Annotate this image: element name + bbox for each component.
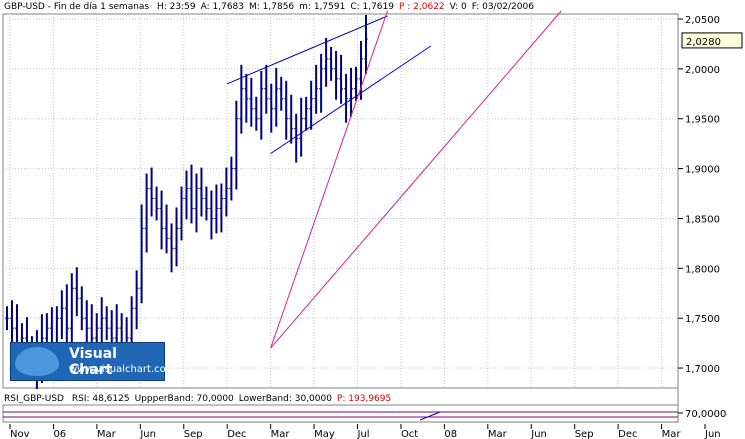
header-field: F: 03/02/2006: [471, 2, 534, 12]
x-tick-label: May: [314, 429, 335, 439]
header-fields: H: 23:59 A: 1,7683 M: 1,7856 m: 1,7591 C: 1,…: [152, 2, 534, 12]
x-tick-label: Mar: [488, 429, 508, 439]
rsi-header: RSI_GBP-USD RSI: 48,6125 UppperBand: 70,0…: [4, 394, 391, 405]
rsi-field: RSI: 48,6125: [71, 394, 130, 404]
x-tick-label: Jun: [704, 429, 721, 439]
x-tick-label: Dec: [618, 429, 637, 439]
y-tick-label: 1,9000: [685, 165, 720, 176]
header-field: H: 23:59: [157, 2, 196, 12]
current-price-box: [681, 32, 743, 49]
x-tick-label: Jun: [139, 429, 156, 439]
rsi-fields: RSI: 48,6125 UppperBand: 70,0000 LowerBand…: [67, 394, 391, 404]
trendline: [270, 10, 388, 349]
y-tick-label: 1,9500: [685, 115, 720, 126]
trendline: [226, 15, 388, 85]
y-tick-label: 2,0500: [685, 15, 720, 26]
trendline: [270, 45, 432, 155]
current-price-label: 2,0280: [686, 37, 721, 48]
rsi-field: P: 193,9695: [336, 394, 392, 404]
logo-url: www.visualchart.com: [69, 364, 176, 375]
header-field: V: 0: [449, 2, 467, 12]
header-field: m: 1,7591: [299, 2, 346, 12]
header-field: P : 2,0622: [398, 2, 445, 12]
x-tick-label: 06: [53, 429, 66, 439]
x-tick-label: Oct: [401, 429, 418, 439]
header-field: M: 1,7856: [249, 2, 295, 12]
chart-header: GBP-USD - Fin de día 1 semanas H: 23:59 A…: [4, 2, 534, 13]
rsi-title: RSI_GBP-USD: [4, 394, 64, 404]
y-tick-label: 2,0000: [685, 65, 720, 76]
y-tick-label: 1,7000: [685, 364, 720, 375]
x-tick-label: Dec: [227, 429, 246, 439]
x-tick-label: Sep: [184, 429, 203, 439]
instrument-label: GBP-USD - Fin de día 1 semanas: [4, 2, 150, 12]
y-tick-label: 1,8500: [685, 214, 720, 225]
rsi-field: UppperBand: 70,0000: [134, 394, 234, 404]
x-tick-label: Mar: [662, 429, 682, 439]
x-tick-label: 08: [444, 429, 457, 439]
x-tick-label: Jul: [357, 429, 370, 439]
logo-name: Visual Chart: [69, 346, 117, 378]
logo-mark-icon: [15, 347, 59, 376]
header-field: C: 1,7619: [350, 2, 394, 12]
x-tick-label: Nov: [10, 429, 30, 439]
header-field: A: 1,7683: [200, 2, 244, 12]
trendline: [270, 10, 562, 349]
y-tick-label: 1,7500: [685, 314, 720, 325]
x-tick-label: Mar: [271, 429, 291, 439]
x-tick-label: Sep: [575, 429, 594, 439]
x-tick-label: Jun: [530, 429, 547, 439]
rsi-line: [419, 411, 441, 421]
x-tick-label: Mar: [97, 429, 117, 439]
visual-chart-logo: Visual Chart www.visualchart.com: [10, 342, 175, 381]
rsi-axis-label: 70,0000: [685, 409, 726, 420]
y-tick-label: 1,8000: [685, 264, 720, 275]
rsi-panel-frame: [2, 404, 679, 423]
rsi-field: LowerBand: 30,0000: [238, 394, 332, 404]
